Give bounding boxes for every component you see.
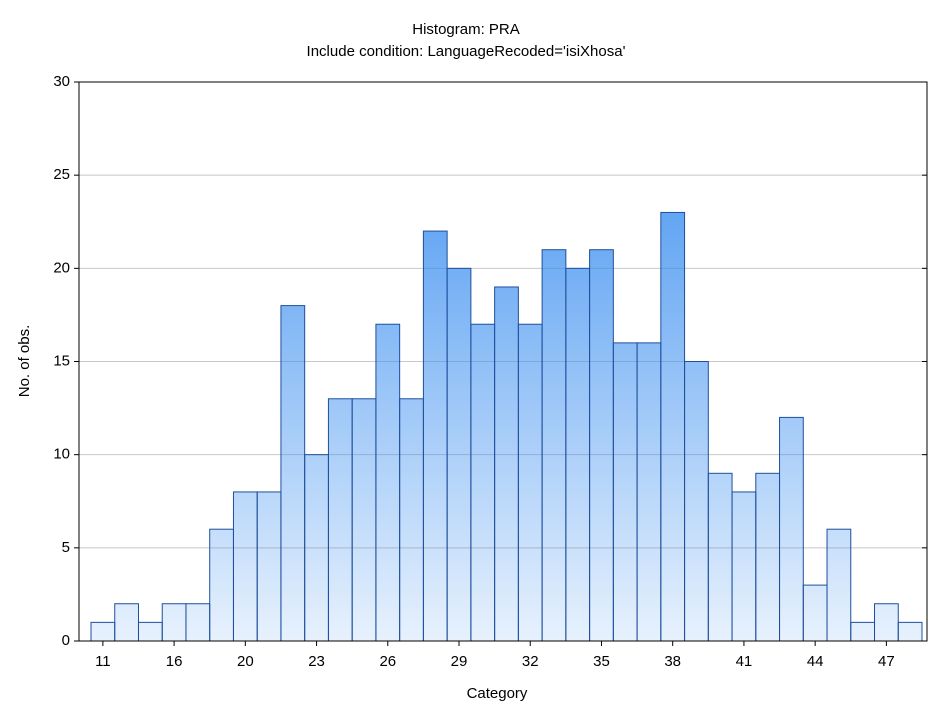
bar: [209, 528, 234, 642]
bar: [874, 603, 899, 642]
bar: [897, 621, 923, 642]
x-tick-label: 35: [593, 653, 610, 670]
bar: [327, 398, 353, 642]
bar: [185, 603, 211, 642]
x-tick-label: 41: [736, 653, 753, 670]
bar: [802, 584, 828, 642]
y-tick-label: 0: [62, 632, 70, 649]
bar: [707, 472, 733, 642]
bar: [589, 249, 614, 642]
y-tick-label: 5: [62, 539, 70, 556]
bar: [565, 267, 591, 642]
bar: [731, 491, 757, 642]
y-tick-label: 10: [53, 446, 70, 463]
bar: [470, 323, 496, 642]
bar: [826, 528, 852, 642]
bar: [304, 454, 329, 642]
bar: [137, 621, 163, 642]
x-tick-label: 26: [379, 653, 396, 670]
bar: [351, 398, 377, 642]
bar: [517, 323, 543, 642]
bar: [755, 472, 781, 642]
bar: [375, 323, 401, 642]
bar: [494, 286, 519, 642]
y-tick-label: 30: [53, 73, 70, 90]
x-tick-label: 16: [166, 653, 183, 670]
x-tick-label: 32: [522, 653, 539, 670]
plot-area: 0 5 10 15 20 25 30 11 16 20 23 26 29 32 35 38 41 44 47: [53, 73, 928, 670]
x-tick-label: 11: [95, 653, 111, 670]
bar: [280, 305, 306, 642]
bar: [636, 342, 662, 642]
plot-frame: [78, 81, 928, 642]
bar: [90, 621, 116, 642]
x-tick-label: 29: [451, 653, 468, 670]
x-tick-label: 38: [664, 653, 681, 670]
bar: [541, 249, 567, 642]
bar: [114, 603, 139, 642]
bar: [161, 603, 187, 642]
x-tick-label: 47: [878, 653, 895, 670]
bar: [660, 211, 686, 642]
bar: [684, 361, 709, 642]
y-tick-label: 15: [53, 352, 70, 369]
y-tick-label: 20: [53, 259, 70, 276]
x-tick-label: 20: [237, 653, 254, 670]
bar: [232, 491, 258, 642]
bar: [399, 398, 424, 642]
x-tick-label: 44: [807, 653, 824, 670]
y-axis-label: No. of obs.: [16, 325, 33, 398]
bar: [850, 621, 876, 642]
chart-title: Histogram: PRA: [412, 21, 520, 38]
bar: [446, 267, 472, 642]
bar: [422, 230, 448, 642]
x-axis-label: Category: [467, 685, 528, 702]
bar: [256, 491, 282, 642]
bar: [779, 416, 804, 642]
chart-subtitle: Include condition: LanguageRecoded='isiX…: [307, 43, 626, 60]
y-tick-label: 25: [53, 166, 70, 183]
x-tick-label: 23: [308, 653, 325, 670]
bar: [612, 342, 638, 642]
